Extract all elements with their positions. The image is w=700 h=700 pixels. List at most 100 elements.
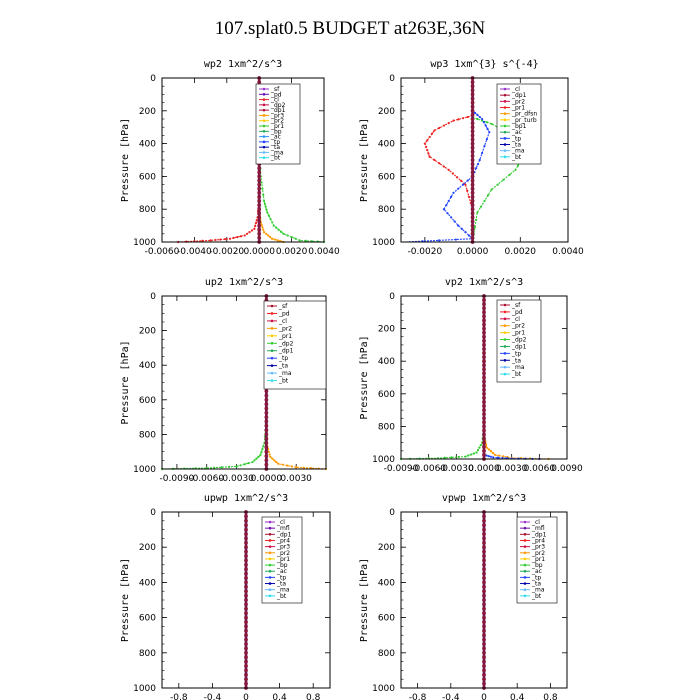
x-tick-label: 0.8 <box>543 693 558 700</box>
zero-profile-marker <box>264 397 269 402</box>
legend-marker <box>503 324 507 328</box>
legend-label: _pr_turb <box>511 117 537 124</box>
zero-profile-marker <box>482 383 486 388</box>
legend-label: _pr4 <box>276 537 290 544</box>
series-marker <box>447 199 450 203</box>
plot-frame <box>400 295 568 460</box>
series-marker <box>476 211 479 214</box>
series-marker <box>460 179 463 183</box>
zero-profile-marker <box>244 624 248 629</box>
zero-profile-marker <box>257 231 262 236</box>
series-marker <box>457 118 460 121</box>
zero-profile-marker <box>470 231 475 236</box>
series-marker <box>502 178 505 181</box>
zero-profile-marker <box>244 567 248 572</box>
series-marker <box>255 457 258 460</box>
legend-marker <box>262 124 266 128</box>
y-tick-label: 200 <box>378 325 395 335</box>
series-marker <box>438 162 441 165</box>
y-tick-label: 1000 <box>372 684 395 694</box>
legend-marker <box>268 582 272 585</box>
zero-profile-marker <box>482 536 486 541</box>
legend-marker <box>523 551 527 555</box>
legend-label: _sf <box>511 302 521 309</box>
legend-label: _tp <box>278 355 288 362</box>
series-marker <box>488 131 491 134</box>
zero-profile-marker <box>482 448 486 453</box>
legend-label: _pr2 <box>270 118 284 125</box>
zero-profile-marker <box>470 125 475 130</box>
y-axis-label: Pressure [hPa] <box>120 340 131 424</box>
chart-title: vp2 1xm^2/s^3 <box>445 277 523 288</box>
legend-label: _ma <box>511 364 525 371</box>
legend-marker <box>262 92 266 96</box>
series-marker <box>442 165 446 168</box>
legend-label: _pr1 <box>511 105 525 112</box>
legend-marker <box>268 539 272 542</box>
series-marker <box>451 172 454 175</box>
zero-profile-marker <box>470 84 475 89</box>
zero-profile-marker <box>470 92 475 97</box>
zero-profile-marker <box>482 558 486 563</box>
legend-label: _ta <box>511 142 521 149</box>
zero-profile-marker <box>244 584 248 589</box>
y-tick-label: 800 <box>139 649 156 659</box>
y-tick-label: 800 <box>378 205 395 215</box>
zero-profile-marker <box>470 207 475 212</box>
series-marker <box>224 238 227 241</box>
zero-profile-marker <box>257 166 262 171</box>
series-marker <box>295 466 298 469</box>
series-marker <box>493 453 497 457</box>
zero-profile-marker <box>470 121 475 125</box>
zero-profile-marker <box>482 387 486 392</box>
x-tick-label: -0.0030 <box>439 464 474 474</box>
zero-profile-marker <box>470 219 475 224</box>
series-marker <box>508 173 511 176</box>
legend-label: _pr1 <box>276 556 290 563</box>
series-marker <box>464 231 467 234</box>
legend-label: _dp1 <box>276 531 292 538</box>
zero-profile-marker <box>264 458 269 463</box>
legend-label: _pd <box>278 310 290 317</box>
series-marker <box>269 235 272 239</box>
legend-marker <box>262 98 266 101</box>
series-marker <box>491 451 495 455</box>
zero-profile-marker <box>257 195 262 199</box>
series-marker <box>262 193 265 196</box>
legend-marker <box>523 526 527 530</box>
legend-label: _ma <box>531 587 545 594</box>
series-marker <box>426 149 429 152</box>
series-marker <box>426 139 429 142</box>
series-marker <box>478 446 481 449</box>
series-line-tp <box>405 110 490 243</box>
zero-profile-marker <box>264 389 269 394</box>
series-marker <box>479 444 482 447</box>
zero-profile-marker <box>470 117 475 121</box>
legend-label: _pr1 <box>278 333 292 340</box>
legend-label: _sf <box>278 303 288 310</box>
series-marker <box>464 455 467 458</box>
series-marker <box>490 122 493 126</box>
series-marker <box>277 228 280 231</box>
zero-profile-marker <box>257 190 262 195</box>
legend-marker <box>523 563 527 567</box>
legend-marker <box>503 118 507 122</box>
legend-label: _bp1 <box>511 123 527 130</box>
zero-profile-marker <box>470 137 475 142</box>
legend-box <box>516 516 558 604</box>
legend-marker <box>523 545 527 548</box>
zero-profile-marker <box>257 219 262 224</box>
series-marker <box>213 466 216 469</box>
zero-profile-marker <box>244 659 248 664</box>
series-marker <box>269 217 272 221</box>
x-tick-label: 0.0040 <box>552 247 584 257</box>
legend-marker <box>268 551 272 555</box>
zero-profile-marker <box>482 642 486 646</box>
y-tick-label: 800 <box>139 430 156 440</box>
zero-profile-marker <box>482 637 486 642</box>
zero-profile-marker <box>470 195 475 199</box>
series-marker <box>476 113 479 116</box>
series-marker <box>267 214 271 217</box>
legend-marker <box>270 304 274 308</box>
zero-profile-marker <box>482 659 486 664</box>
